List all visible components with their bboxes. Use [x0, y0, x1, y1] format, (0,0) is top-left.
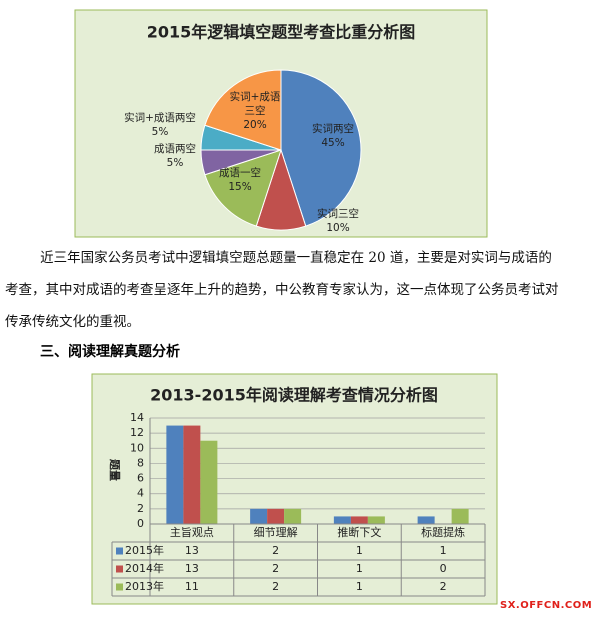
y-tick-label: 12 [130, 426, 144, 439]
bar [250, 508, 268, 524]
slice-label: 实词两空 [312, 123, 354, 135]
y-axis-label: 题量 [108, 459, 121, 481]
watermark: SX.OFFCN.COM [500, 600, 593, 611]
heading: 三、阅读理解真题分析 [40, 344, 180, 360]
bar [333, 516, 351, 524]
y-tick-label: 14 [130, 411, 144, 424]
table-value: 2 [272, 544, 279, 557]
y-tick-label: 6 [137, 472, 144, 485]
bar [284, 508, 302, 524]
table-value: 0 [440, 562, 447, 575]
bar [417, 516, 435, 524]
bar [267, 508, 285, 524]
slice-value: 10% [326, 222, 350, 234]
bar-title: 2013-2015年阅读理解考查情况分析图 [150, 386, 438, 405]
bar [200, 440, 218, 524]
bar [451, 508, 469, 524]
y-tick-label: 4 [137, 487, 144, 500]
pie-slice [204, 69, 282, 151]
slice-label: 实词+成语两空 [124, 112, 196, 124]
legend-label: 2013年 [125, 579, 164, 593]
slice-value: 5% [151, 126, 169, 138]
table-value: 1 [440, 544, 447, 557]
slice-label: 成语一空 [219, 167, 261, 179]
slice-value: 20% [243, 119, 267, 131]
bar [183, 425, 201, 524]
slice-label: 实词三空 [317, 208, 359, 220]
y-tick-label: 10 [130, 441, 144, 454]
slice-label: 实词+成语三空 [229, 91, 281, 117]
legend-label: 2015年 [125, 543, 164, 557]
slice-value: 15% [228, 181, 252, 193]
table-value: 1 [356, 544, 363, 557]
y-tick-label: 0 [137, 517, 144, 530]
x-tick-label: 细节理解 [254, 525, 298, 539]
bar [166, 425, 184, 524]
x-tick-label: 主旨观点 [170, 526, 214, 539]
bar [367, 516, 385, 524]
table-value: 11 [185, 580, 199, 593]
x-tick-label: 标题提炼 [421, 525, 465, 539]
legend-swatch [116, 565, 123, 573]
pie-title: 2015年逻辑填空题型考查比重分析图 [147, 23, 416, 42]
table-value: 2 [272, 562, 279, 575]
legend-swatch [116, 583, 123, 591]
table-value: 2 [272, 580, 279, 593]
legend-swatch [116, 547, 123, 555]
table-value: 13 [185, 544, 199, 557]
y-tick-label: 2 [137, 502, 144, 515]
y-tick-label: 8 [137, 456, 144, 469]
slice-value: 45% [321, 137, 345, 149]
pie-slice [280, 69, 362, 227]
x-tick-label: 推断下文 [337, 525, 381, 539]
bar [350, 516, 368, 524]
table-value: 1 [356, 562, 363, 575]
bar-chart-frame [91, 373, 498, 605]
table-value: 13 [185, 562, 199, 575]
slice-value: 5% [166, 157, 184, 169]
paragraph: 近三年国家公务员考试中逻辑填空题总题量一直稳定在 20 道，主要是对实词与成语的… [5, 250, 559, 330]
legend-label: 2014年 [125, 561, 164, 575]
slice-label: 成语两空 [154, 143, 196, 155]
table-value: 1 [356, 580, 363, 593]
table-value: 2 [440, 580, 447, 593]
